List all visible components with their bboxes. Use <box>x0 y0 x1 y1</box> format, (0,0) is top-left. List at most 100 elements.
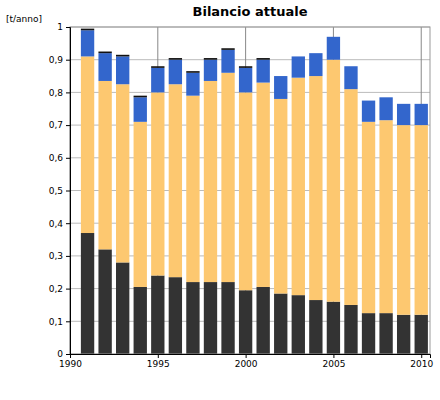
y-tick-mark <box>66 60 70 61</box>
series <box>81 233 428 354</box>
x-tick: 1990 <box>59 354 82 369</box>
bar <box>309 300 322 354</box>
bar <box>221 48 234 50</box>
bar <box>274 76 287 99</box>
x-tick-mark <box>246 354 247 358</box>
x-tick-label: 1990 <box>59 359 82 369</box>
bar <box>204 58 217 60</box>
y-tick-mark <box>66 125 70 126</box>
y-tick: 0,4 <box>49 219 70 229</box>
bar <box>415 315 428 354</box>
bar <box>397 104 410 125</box>
y-tick: 0,8 <box>49 88 70 98</box>
bar <box>239 68 252 93</box>
y-tick-mark <box>66 321 70 322</box>
bars <box>81 29 428 354</box>
bar <box>274 294 287 354</box>
bar <box>415 103 428 104</box>
bar <box>186 96 199 282</box>
y-tick: 0,7 <box>49 120 70 130</box>
bar <box>256 60 269 83</box>
chart: Bilancio attuale [t/anno] 0 0,1 0,2 0,3 0,4 0,5… <box>0 0 440 400</box>
bar <box>151 66 164 68</box>
y-tick-mark <box>66 256 70 257</box>
y-axis: 0 0,1 0,2 0,3 0,4 0,5 0,6 0,7 0,8 0,9 1 <box>49 22 71 359</box>
bar <box>344 89 357 305</box>
bar <box>327 302 340 354</box>
bar <box>81 30 94 56</box>
bar <box>204 60 217 81</box>
bar <box>327 37 340 60</box>
bar <box>274 76 287 77</box>
bar <box>204 81 217 282</box>
y-tick: 0,2 <box>49 284 70 294</box>
y-tick: 0,9 <box>49 55 70 65</box>
series <box>81 56 428 314</box>
y-tick-label: 0,2 <box>49 284 63 294</box>
y-tick: 0,1 <box>49 317 70 327</box>
bar <box>397 125 410 315</box>
bar <box>151 68 164 93</box>
bar <box>186 71 199 73</box>
y-tick: 1 <box>57 22 70 32</box>
x-tick-label: 2000 <box>235 359 258 369</box>
x-tick: 1995 <box>147 354 170 369</box>
bar <box>309 76 322 300</box>
x-tick-label: 1995 <box>147 359 170 369</box>
bar <box>221 50 234 73</box>
x-axis: 1990 1995 2000 2005 2010 <box>59 354 433 369</box>
bar <box>134 122 147 287</box>
y-tick-mark <box>66 223 70 224</box>
bar <box>81 29 94 31</box>
bar <box>98 53 111 81</box>
bar <box>379 120 392 313</box>
bar <box>327 60 340 302</box>
bar <box>239 92 252 290</box>
x-tick-mark <box>333 354 334 358</box>
y-tick-label: 0,4 <box>49 219 64 229</box>
bar <box>309 53 322 76</box>
bar <box>169 58 182 60</box>
bar <box>239 66 252 68</box>
bar <box>239 290 252 354</box>
x-tick-mark <box>421 354 422 358</box>
bar <box>221 282 234 354</box>
bar <box>186 73 199 96</box>
bar <box>256 58 269 60</box>
y-tick-label: 0,7 <box>49 120 63 130</box>
x-tick: 2000 <box>235 354 258 369</box>
y-tick: 0,5 <box>49 186 70 196</box>
bar <box>362 100 375 101</box>
bar <box>274 99 287 294</box>
y-axis-line <box>66 28 71 355</box>
bar <box>204 282 217 354</box>
bar <box>344 305 357 354</box>
bar <box>362 122 375 313</box>
bar <box>116 56 129 84</box>
bar <box>256 287 269 354</box>
plot-frame <box>70 27 430 354</box>
y-tick-label: 0,8 <box>49 88 64 98</box>
y-tick-label: 0,3 <box>49 251 63 261</box>
y-axis-label: [t/anno] <box>6 14 42 24</box>
x-tick: 2005 <box>322 354 345 369</box>
bar <box>221 73 234 282</box>
y-tick-mark <box>66 158 70 159</box>
y-tick-label: 1 <box>57 22 63 32</box>
x-tick: 2010 <box>410 354 433 369</box>
bar <box>292 295 305 354</box>
bar <box>362 313 375 354</box>
y-tick: 0 <box>57 349 70 359</box>
bar <box>186 282 199 354</box>
bar <box>344 66 357 89</box>
y-tick: 0,6 <box>49 153 70 163</box>
bar <box>415 125 428 315</box>
y-tick-label: 0,6 <box>49 153 64 163</box>
bar <box>256 83 269 287</box>
y-tick-label: 0,9 <box>49 55 64 65</box>
bar <box>169 60 182 85</box>
title: Bilancio attuale <box>193 4 308 19</box>
bar <box>309 53 322 54</box>
bar <box>362 101 375 122</box>
x-axis-line <box>71 355 431 359</box>
